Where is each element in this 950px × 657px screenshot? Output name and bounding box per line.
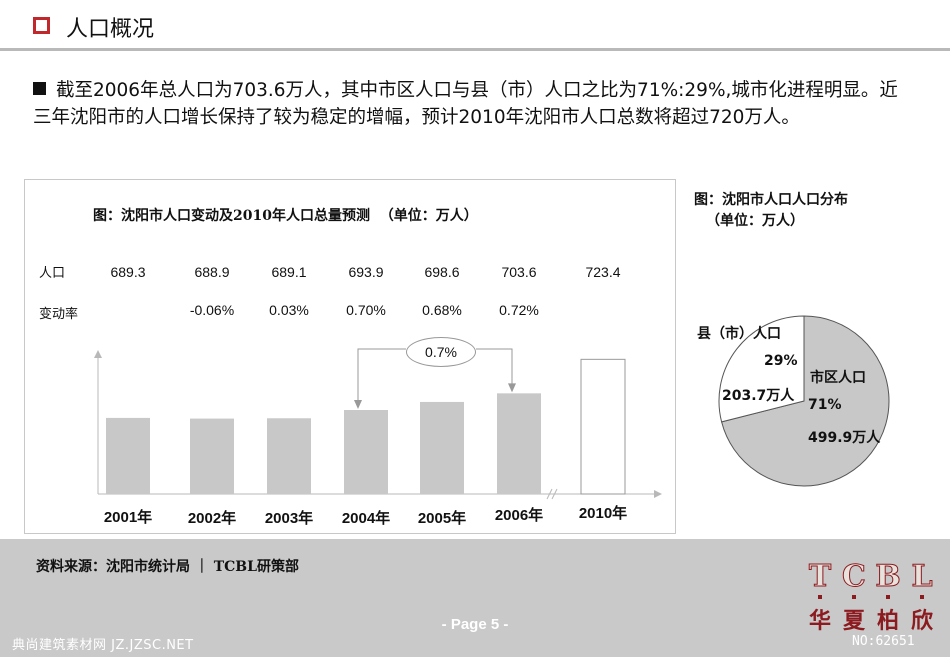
callout-connector xyxy=(357,348,406,406)
population-row-label: 人口 xyxy=(39,266,66,281)
pie-urban-label: 市区人口 xyxy=(810,370,866,386)
growth-callout: 0.7% xyxy=(406,337,476,367)
pie-title-line1: 图：沈阳市人口人口分布 xyxy=(694,192,848,208)
pie-chart-title: 图：沈阳市人口人口分布 （单位：万人） xyxy=(694,190,848,232)
rate-value: 0.70% xyxy=(346,302,386,318)
title-divider xyxy=(0,48,950,51)
pie-slice-urban xyxy=(720,315,890,487)
population-value: 689.1 xyxy=(271,264,307,280)
logo-dot xyxy=(886,595,890,599)
bar xyxy=(106,417,150,494)
population-value: 698.6 xyxy=(424,264,460,280)
population-value: 703.6 xyxy=(501,264,537,280)
pie-county-pct: 29% xyxy=(764,353,798,369)
population-value: 688.9 xyxy=(194,264,230,280)
page-number: - Page 5 - xyxy=(441,616,509,633)
population-chart-panel: 图：沈阳市人口变动及2010年人口总量预测 （单位：万人） 人口 变动率 689… xyxy=(24,179,676,534)
x-axis-arrow-icon xyxy=(654,490,662,498)
pie-county-label: 县（市）人口 xyxy=(697,326,781,342)
pie-urban-value: 499.9万人 xyxy=(808,430,881,446)
callout-connector xyxy=(476,348,513,389)
watermark-right: NO:62651 xyxy=(852,634,915,649)
logo-char: 柏 xyxy=(876,608,899,634)
rate-row-label: 变动率 xyxy=(39,307,79,322)
title-bar: 人口概况 xyxy=(0,0,950,52)
bar xyxy=(344,410,388,494)
pie-slice-county xyxy=(718,315,805,423)
logo-char: 夏 xyxy=(842,608,865,634)
logo-char: 欣 xyxy=(910,608,933,634)
population-bar-chart xyxy=(94,348,662,500)
year-label: 2002年 xyxy=(187,510,237,527)
rate-value: 0.68% xyxy=(422,302,462,318)
footer: 资料来源：沈阳市统计局 ｜ TCBL研策部 - Page 5 - 典尚建筑素材网… xyxy=(0,539,950,657)
logo-dot xyxy=(920,595,924,599)
logo-dot xyxy=(852,595,856,599)
watermark-left: 典尚建筑素材网 JZ.JZSC.NET xyxy=(12,638,194,653)
bar xyxy=(420,401,464,494)
year-label: 2006年 xyxy=(494,507,544,524)
year-label: 2001年 xyxy=(103,509,153,526)
rate-value: 0.72% xyxy=(499,302,539,318)
logo-letter: B xyxy=(875,559,901,595)
axis-break-mark xyxy=(551,488,558,500)
y-axis-arrow-icon xyxy=(94,350,102,358)
title-square-icon xyxy=(33,17,50,34)
pie-county-value: 203.7万人 xyxy=(722,388,795,404)
pie-urban-pct: 71% xyxy=(808,397,842,413)
pie-title-line2: （单位：万人） xyxy=(706,213,804,229)
arrow-down-icon xyxy=(354,400,362,410)
bar xyxy=(267,418,311,494)
square-bullet-icon xyxy=(33,82,46,95)
intro-text: 截至2006年总人口为703.6万人，其中市区人口与县（市）人口之比为71%:2… xyxy=(33,80,898,128)
rate-value: -0.06% xyxy=(189,302,235,318)
year-label: 2005年 xyxy=(417,510,467,527)
axis-break-mark xyxy=(546,488,553,500)
source-note: 资料来源：沈阳市统计局 ｜ TCBL研策部 xyxy=(36,559,299,575)
logo-letter: L xyxy=(911,559,933,595)
population-pie-chart xyxy=(718,315,890,487)
logo-dot xyxy=(818,595,822,599)
logo-letter: T xyxy=(808,559,832,595)
population-value: 693.9 xyxy=(348,264,384,280)
arrow-down-icon xyxy=(508,383,516,393)
year-label: 2004年 xyxy=(341,510,391,527)
population-value: 723.4 xyxy=(585,264,621,280)
year-label: 2010年 xyxy=(578,505,628,522)
page-title: 人口概况 xyxy=(66,17,155,42)
rate-value: 0.03% xyxy=(269,302,309,318)
bar xyxy=(190,418,234,494)
logo-letter: C xyxy=(842,559,867,595)
tcbl-logo: T C B L 华 夏 柏 欣 xyxy=(806,559,936,637)
year-label: 2003年 xyxy=(264,510,314,527)
intro-paragraph: 截至2006年总人口为703.6万人，其中市区人口与县（市）人口之比为71%:2… xyxy=(33,77,913,131)
bar xyxy=(497,393,541,494)
logo-char: 华 xyxy=(808,608,831,634)
bar-chart-title: 图：沈阳市人口变动及2010年人口总量预测 （单位：万人） xyxy=(93,208,478,224)
population-value: 689.3 xyxy=(110,264,146,280)
forecast-bar xyxy=(580,358,626,495)
